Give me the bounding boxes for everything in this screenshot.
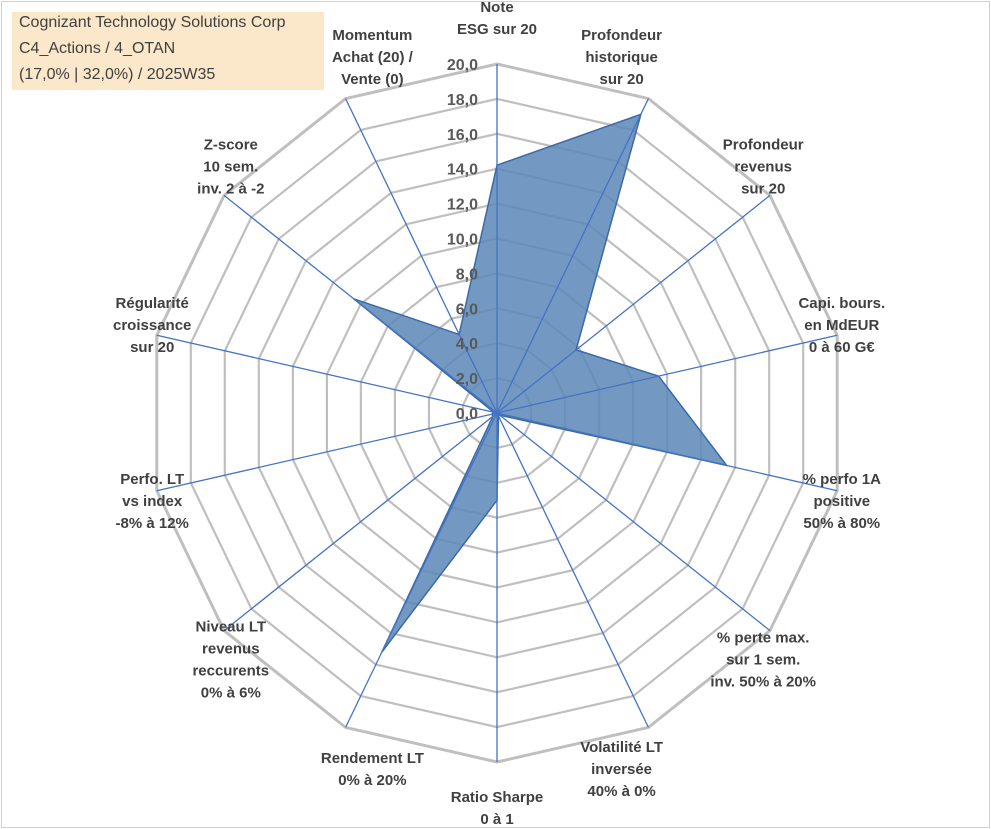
- axis-spoke: [496, 98, 649, 414]
- category-label: Perfo. LT vs index -8% à 12%: [116, 471, 189, 532]
- axis-spoke: [496, 334, 838, 414]
- category-label-line: Profondeur: [581, 27, 662, 44]
- title-stats: (17,0% | 32,0%) / 2025W35: [19, 66, 216, 83]
- title-box: [12, 12, 324, 90]
- category-label: % perfo 1A positive 50% à 80%: [803, 471, 882, 532]
- axis-spoke: [496, 412, 771, 632]
- category-labels: Note ESG sur 20 Profondeur historique sur 20…: [113, 0, 885, 828]
- tick-label: 8,0: [456, 266, 478, 283]
- category-label-line: Z-score: [204, 137, 258, 154]
- category-label: Volatilité LT inversée 40% à 0%: [580, 739, 663, 800]
- axis-spoke: [223, 194, 498, 414]
- category-label-line: sur 20: [130, 339, 174, 356]
- category-label-line: 0% à 6%: [201, 684, 261, 701]
- category-label-line: ESG sur 20: [457, 21, 537, 38]
- title-category: C4_Actions / 4_OTAN: [19, 40, 176, 57]
- category-label: Profondeur historique sur 20: [581, 27, 662, 88]
- category-label-line: 40% à 0%: [587, 783, 655, 800]
- category-label: Rendement LT 0% à 20%: [321, 750, 424, 789]
- category-label-line: Perfo. LT: [120, 471, 184, 488]
- category-label-line: sur 20: [599, 71, 643, 88]
- category-label: Z-score 10 sem. inv. 2 à -2: [197, 137, 264, 198]
- axis-spoke: [496, 412, 649, 728]
- tick-label: 0,0: [456, 406, 478, 423]
- category-label-line: Régularité: [116, 295, 189, 312]
- category-label-line: Achat (20) /: [332, 49, 414, 66]
- category-label: Momentum Achat (20) / Vente (0): [332, 27, 414, 88]
- radial-tick-labels: 0,0 2,0 4,0 6,0 8,0 10,0 12,0 14,0 16,0 18,0 20,0: [447, 57, 478, 423]
- category-label-line: 10 sem.: [203, 159, 258, 176]
- category-label-line: Profondeur: [723, 137, 804, 154]
- category-label-line: Rendement LT: [321, 750, 424, 767]
- tick-label: 12,0: [447, 197, 478, 214]
- category-label-line: sur 20: [741, 181, 785, 198]
- category-label-line: positive: [813, 493, 870, 510]
- category-label-line: vs index: [122, 493, 183, 510]
- tick-label: 10,0: [447, 232, 478, 249]
- category-label-line: inv. 50% à 20%: [710, 673, 816, 690]
- category-label-line: Momentum: [332, 27, 412, 44]
- category-label-line: 50% à 80%: [803, 515, 880, 532]
- category-label: Capi. bours. en MdEUR 0 à 60 G€: [798, 295, 885, 356]
- category-label: Niveau LT revenus reccurents 0% à 6%: [192, 618, 269, 701]
- tick-label: 16,0: [447, 127, 478, 144]
- category-label-line: en MdEUR: [804, 317, 879, 334]
- category-label-line: -8% à 12%: [116, 515, 189, 532]
- category-label-line: 0 à 1: [480, 811, 513, 828]
- category-label: Ratio Sharpe 0 à 1: [451, 789, 544, 828]
- category-label-line: Note: [480, 0, 513, 16]
- category-label: Note ESG sur 20: [457, 0, 537, 38]
- category-label-line: revenus: [202, 640, 260, 657]
- axis-spoke: [223, 412, 498, 632]
- category-label-line: Capi. bours.: [798, 295, 885, 312]
- tick-label: 14,0: [447, 162, 478, 179]
- category-label-line: % perte max.: [717, 629, 810, 646]
- radar-series: [353, 113, 729, 653]
- category-label-line: revenus: [734, 159, 792, 176]
- radar-axes: [156, 64, 838, 762]
- category-label-line: inversée: [591, 761, 652, 778]
- category-label-line: inv. 2 à -2: [197, 181, 264, 198]
- tick-label: 6,0: [456, 301, 478, 318]
- category-label-line: Niveau LT: [196, 618, 267, 635]
- tick-label: 4,0: [456, 336, 478, 353]
- series-area: [353, 113, 729, 653]
- tick-label: 18,0: [447, 92, 478, 109]
- category-label-line: sur 1 sem.: [726, 651, 800, 668]
- tick-label: 2,0: [456, 371, 478, 388]
- category-label: Profondeur revenus sur 20: [723, 137, 804, 198]
- tick-label: 20,0: [447, 57, 478, 74]
- category-label-line: historique: [585, 49, 658, 66]
- category-label: % perte max. sur 1 sem. inv. 50% à 20%: [710, 629, 816, 690]
- category-label-line: 0 à 60 G€: [809, 339, 876, 356]
- category-label-line: % perfo 1A: [803, 471, 882, 488]
- title-company: Cognizant Technology Solutions Corp: [19, 14, 286, 31]
- axis-spoke: [345, 98, 498, 414]
- category-label-line: Volatilité LT: [580, 739, 663, 756]
- axis-spoke: [345, 412, 498, 728]
- axis-spoke: [156, 412, 498, 492]
- category-label-line: 0% à 20%: [338, 772, 406, 789]
- axis-spoke: [496, 194, 771, 414]
- category-label-line: reccurents: [192, 662, 269, 679]
- axis-spoke: [156, 334, 498, 414]
- category-label: Régularité croissance sur 20: [113, 295, 191, 356]
- category-label-line: Ratio Sharpe: [451, 789, 544, 806]
- category-label-line: Vente (0): [341, 71, 404, 88]
- category-label-line: croissance: [113, 317, 191, 334]
- axis-spoke: [496, 412, 838, 492]
